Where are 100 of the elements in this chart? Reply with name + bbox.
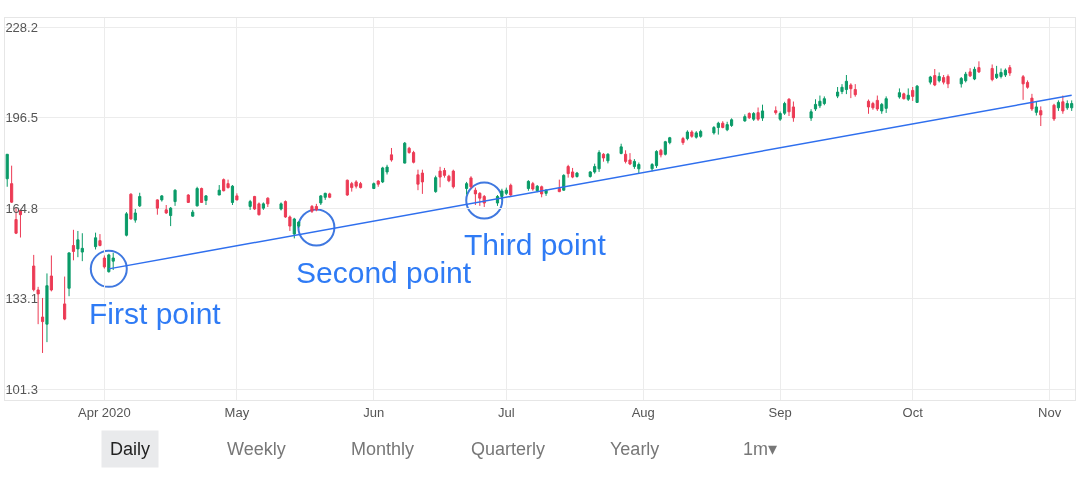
candlestick	[67, 251, 71, 297]
candlestick	[80, 232, 84, 262]
candlestick	[995, 65, 999, 80]
x-tick-label: Sep	[768, 404, 792, 420]
candlestick	[866, 99, 871, 115]
candlestick	[509, 183, 513, 197]
candlestick	[836, 86, 840, 99]
candlestick	[107, 253, 111, 274]
candlestick	[897, 87, 902, 100]
candlestick	[191, 209, 195, 218]
candlestick	[420, 169, 424, 195]
x-tick-label: Oct	[902, 404, 924, 420]
x-tick-label: May	[224, 404, 250, 420]
candlestick	[526, 179, 530, 192]
candlestick	[663, 140, 667, 156]
candlestick	[217, 184, 221, 196]
candlestick	[10, 165, 14, 204]
candlestick	[716, 121, 720, 136]
candlestick	[1065, 99, 1069, 111]
candlestick	[756, 107, 760, 122]
candlestick	[1061, 95, 1065, 115]
candlestick	[376, 179, 380, 188]
candlestick	[659, 148, 663, 158]
y-tick-label: 196.5	[5, 110, 38, 126]
candlestick	[690, 129, 694, 139]
y-tick-label: 164.8	[5, 200, 38, 216]
candlestick	[155, 198, 159, 216]
y-tick-label: 101.3	[5, 381, 38, 397]
candlestick	[230, 184, 235, 206]
candlestick	[721, 120, 725, 129]
candlestick	[266, 196, 270, 208]
candlestick	[372, 181, 376, 190]
candlestick	[1008, 64, 1012, 77]
candlestick	[570, 167, 575, 179]
candlestick	[345, 179, 349, 197]
candlestick	[752, 111, 756, 122]
candlestick	[902, 92, 906, 101]
candlestick	[619, 143, 623, 155]
text: Weekly	[227, 439, 286, 459]
candlestick	[323, 192, 327, 201]
text: Quarterly	[471, 439, 546, 459]
y-tick-label: 133.1	[5, 291, 38, 307]
candlestick	[990, 63, 994, 82]
candlestick	[712, 125, 716, 136]
candlestick	[5, 153, 9, 188]
candlestick	[478, 191, 482, 207]
candlestick	[654, 149, 659, 169]
candlestick	[71, 229, 76, 261]
candlestick	[557, 179, 561, 193]
candlestick	[226, 179, 230, 189]
candlestick	[959, 76, 963, 89]
candlestick	[160, 194, 164, 203]
candlestick	[1034, 101, 1038, 116]
candlestick	[358, 181, 363, 189]
candlestick	[124, 211, 129, 237]
candlestick	[199, 187, 204, 204]
candlestick	[566, 164, 570, 179]
y-tick-label: 228.2	[5, 19, 38, 35]
candlestick	[328, 192, 332, 199]
candlestick	[411, 150, 416, 164]
candlestick	[813, 98, 818, 112]
candlestick	[40, 297, 45, 354]
candlestick	[725, 121, 729, 132]
candlestick	[597, 149, 601, 173]
candlestick	[928, 75, 932, 85]
candlestick	[235, 192, 239, 201]
candlestick	[416, 169, 420, 191]
candlestick	[906, 87, 910, 102]
candlestick	[760, 104, 765, 122]
candlestick	[469, 175, 473, 189]
x-tick-label: Nov	[1038, 404, 1062, 420]
candlestick	[946, 73, 950, 89]
candlestick	[138, 192, 142, 208]
candlestick	[531, 181, 535, 192]
candlestick	[111, 252, 115, 271]
candlestick	[999, 67, 1003, 79]
candlestick	[310, 204, 314, 214]
candlestick	[884, 95, 888, 114]
candlestick	[438, 166, 442, 188]
candlestick	[451, 169, 455, 189]
candlestick	[575, 171, 579, 179]
candlestick	[164, 204, 168, 215]
candlestick	[261, 201, 265, 211]
candlestick	[354, 179, 358, 189]
x-tick-label: Jun	[363, 404, 385, 420]
candlestick	[76, 230, 80, 258]
candlestick	[818, 95, 822, 109]
candlestick	[791, 101, 795, 123]
candlestick	[977, 60, 981, 74]
candlestick	[601, 152, 606, 163]
candlestick	[314, 203, 318, 212]
candlestick	[195, 186, 199, 207]
candlestick	[292, 217, 296, 239]
annotation: First point	[89, 297, 222, 330]
candlestick	[933, 68, 937, 87]
candlestick	[844, 74, 849, 95]
text: Monthly	[351, 439, 415, 459]
candlestick	[186, 193, 190, 204]
candlestick	[434, 175, 438, 194]
candlestick	[1056, 99, 1061, 112]
